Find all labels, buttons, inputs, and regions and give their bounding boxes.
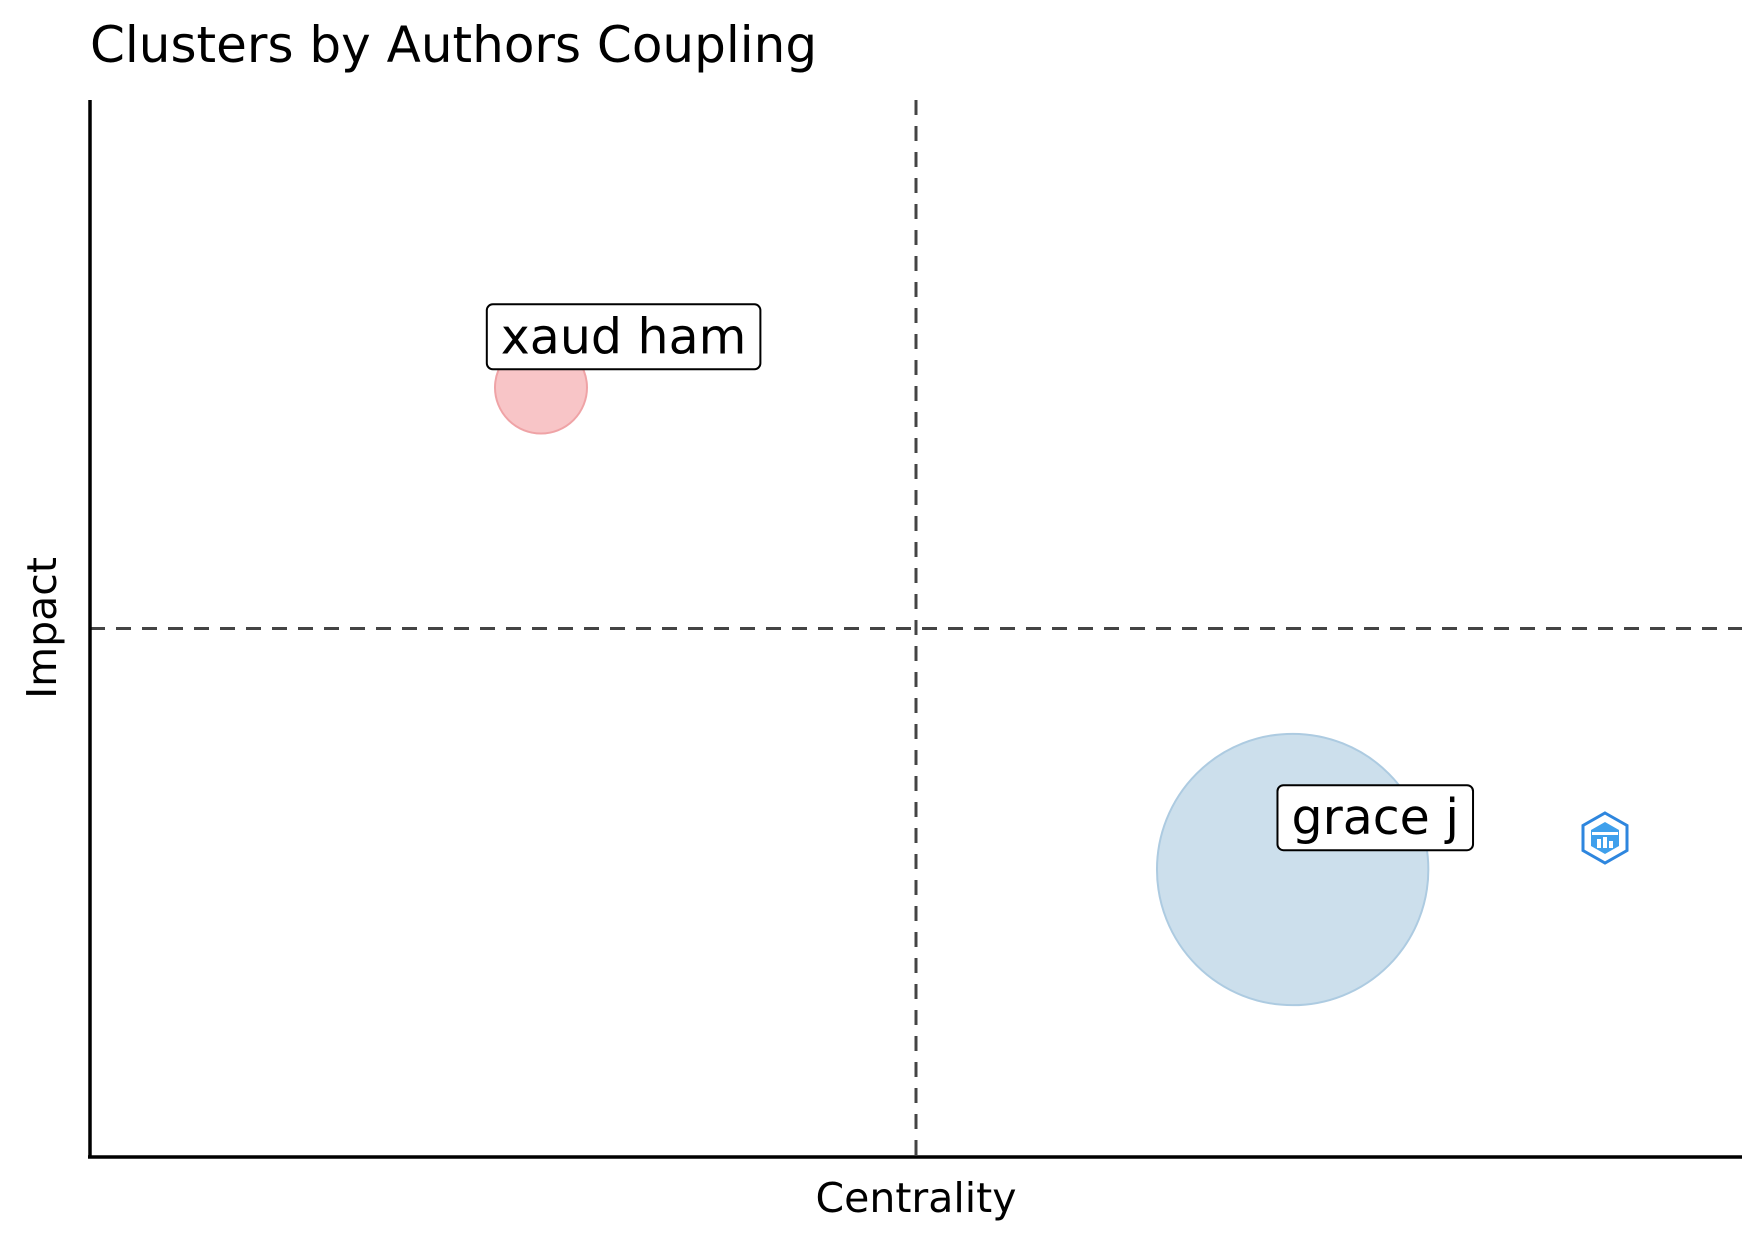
chart-title: Clusters by Authors Coupling [90,16,817,74]
bibliometrix-logo-icon [1581,811,1629,865]
cluster-label: xaud ham [485,303,762,371]
plot-area: xaud ham grace j [88,100,1742,1159]
cluster-label-text: grace j [1291,789,1459,846]
cluster-label-text: xaud ham [501,308,747,365]
bubbles-layer [493,340,1430,1007]
cluster-label-box [1276,784,1475,852]
x-axis-title: Centrality [815,1174,1016,1222]
y-axis-title: Impact [18,557,66,699]
labels-layer: xaud ham grace j [485,303,1475,852]
cluster-bubble [1155,732,1430,1007]
cluster-label-box [485,303,762,371]
cluster-label: grace j [1276,784,1475,852]
